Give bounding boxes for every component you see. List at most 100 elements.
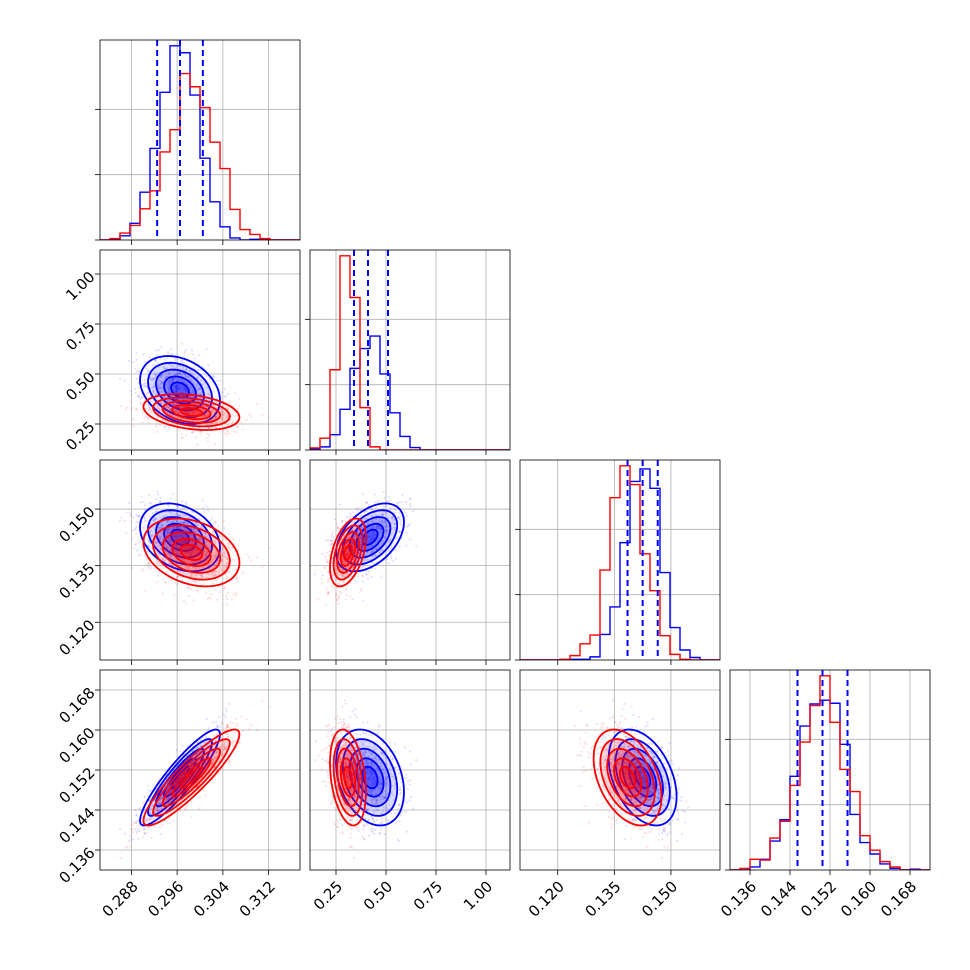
sample-point [159,535,162,538]
sample-point [394,557,397,560]
sample-point [340,591,343,594]
sample-point [369,535,372,539]
sample-point [151,533,154,536]
sample-point [192,410,195,413]
sample-point [226,414,229,417]
sample-point [189,553,192,556]
sample-point [119,519,122,522]
sample-point [169,555,172,558]
sample-point [129,511,132,514]
sample-point [180,436,183,439]
sample-point [185,501,188,504]
sample-point [147,544,150,547]
sample-point [344,560,347,563]
sample-point [167,405,170,409]
sample-point [178,533,181,537]
sample-point [134,528,137,531]
sample-point [184,520,187,524]
sample-point [390,522,393,525]
sample-point [166,520,169,524]
sample-point [172,402,175,405]
sample-point [191,430,194,434]
sample-point [166,357,169,360]
sample-point [208,546,212,549]
sample-point [192,599,195,602]
sample-point [166,531,169,535]
sample-point [327,539,330,542]
sample-point [373,511,376,515]
sample-point [196,551,199,555]
sample-point [397,504,400,507]
sample-point [241,428,244,431]
sample-point [186,522,189,525]
sample-point [153,542,156,545]
sample-point [159,548,162,551]
sample-point [208,572,211,575]
sample-point [197,354,200,357]
sample-point [192,388,195,392]
sample-point [160,345,163,348]
sample-point [172,403,175,406]
sample-point [148,409,152,412]
sample-point [379,531,382,534]
sample-point [328,577,331,580]
sample-point [369,540,373,543]
sample-point [166,552,169,556]
ytick-label-2-1: 0.135 [55,559,98,602]
sample-point [173,549,176,552]
sample-point [152,388,155,391]
sample-point [365,573,368,576]
sample-point [202,507,205,510]
sample-point [223,432,226,435]
sample-point [206,559,209,562]
sample-point [380,519,383,522]
sample-point [179,553,182,557]
sample-point [228,570,231,574]
sample-point [137,514,140,517]
sample-point [150,378,153,382]
sample-point [191,412,194,415]
sample-point [366,522,369,526]
sample-point [186,551,189,554]
sample-point [175,749,178,752]
sample-point [176,398,179,401]
sample-point [145,519,148,522]
sample-point [352,566,355,569]
sample-point [190,385,193,389]
sample-point [385,511,388,515]
sample-point [211,560,214,564]
sample-point [128,360,131,363]
sample-point [160,380,163,384]
sample-point [188,566,191,570]
sample-point [168,541,172,544]
sample-point [148,513,152,516]
sample-point [153,382,156,385]
sample-point [387,541,390,544]
sample-point [385,526,388,529]
sample-point [379,527,382,530]
sample-point [184,411,187,414]
sample-point [173,359,176,362]
sample-point [171,377,175,380]
sample-point [156,361,159,365]
sample-point [144,518,147,522]
sample-point [365,554,368,557]
sample-point [165,529,168,532]
sample-point [156,354,159,357]
sample-point [188,370,191,373]
sample-point [238,545,241,548]
sample-point [335,599,338,602]
sample-point [234,414,237,418]
sample-point [349,564,352,567]
sample-point [326,578,330,581]
sample-point [134,367,137,370]
sample-point [224,539,228,542]
sample-point [185,411,188,414]
sample-point [184,434,187,437]
sample-point [130,394,133,397]
sample-point [407,523,410,527]
sample-point [346,552,349,556]
sample-point [192,430,195,433]
sample-point [214,443,217,446]
sample-point [172,526,175,529]
